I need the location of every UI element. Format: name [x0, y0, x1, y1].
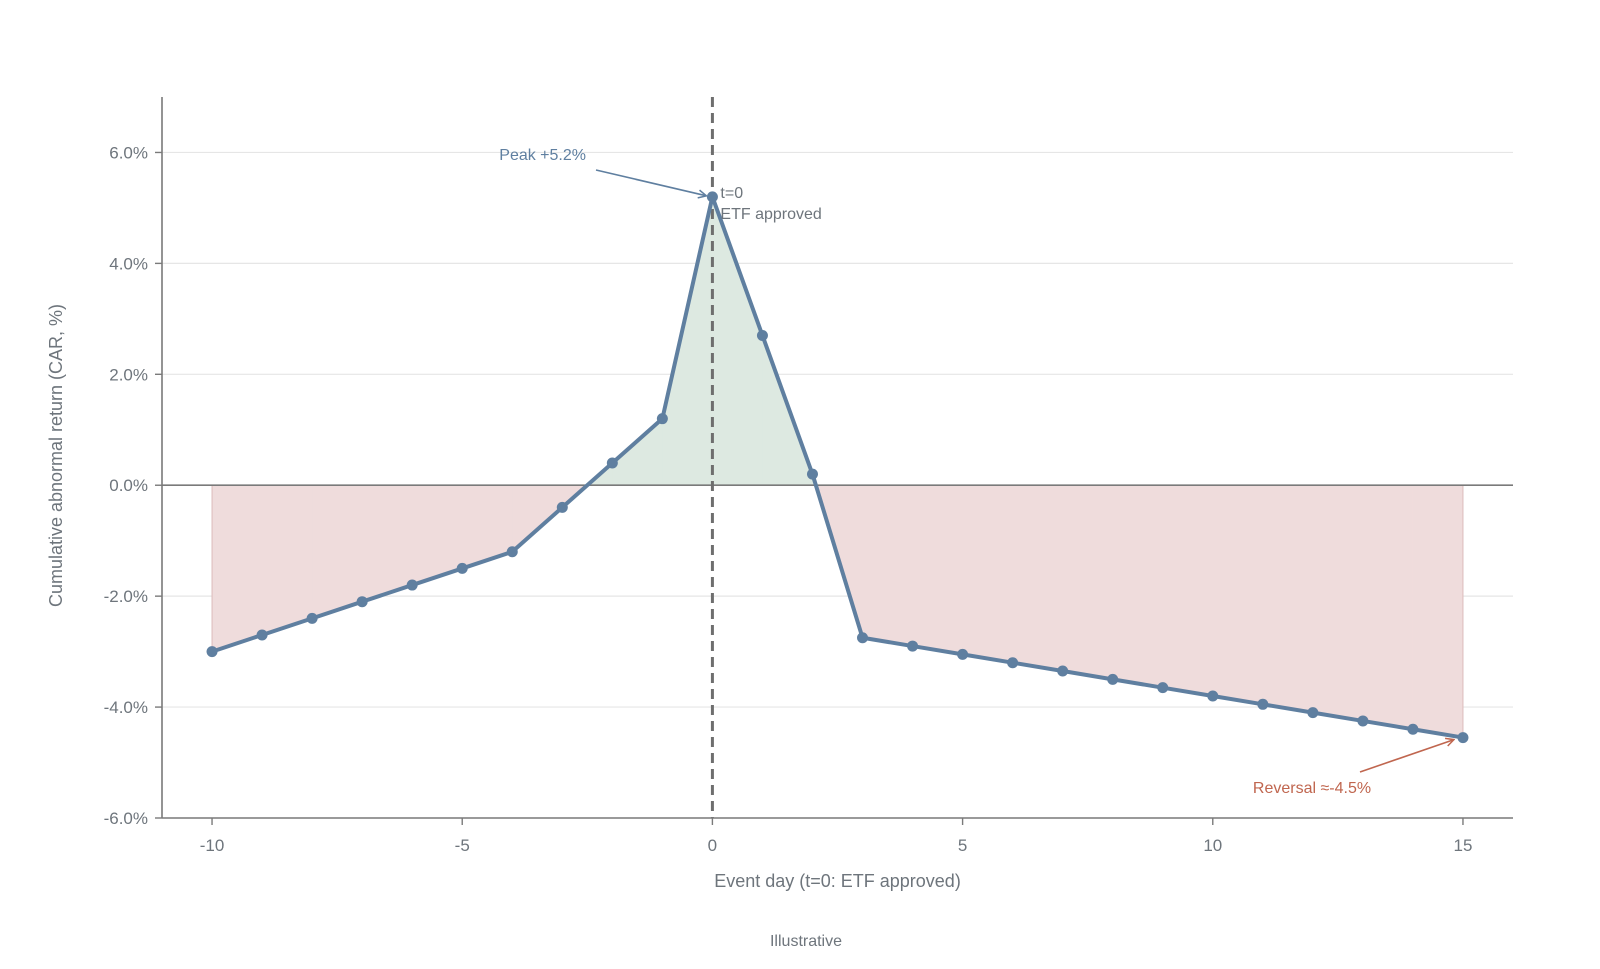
car-point — [306, 612, 318, 624]
y-tick-label: 0.0% — [109, 476, 148, 495]
reversal-arrow — [1359, 740, 1454, 773]
y-tick-label: -2.0% — [104, 587, 148, 606]
car-point — [1357, 715, 1369, 727]
negative-area — [511, 484, 563, 553]
car-point — [606, 457, 618, 469]
x-tick-label: -5 — [455, 836, 470, 855]
car-point — [356, 596, 368, 608]
negative-area — [1062, 484, 1113, 680]
peak-arrow — [595, 169, 706, 196]
annotations: t=0 ETF approved Peak +5.2% Reversal ≈-4… — [499, 147, 1454, 797]
x-tick-label: -10 — [200, 836, 225, 855]
negative-area — [1162, 484, 1214, 697]
x-tick-label: 0 — [708, 836, 717, 855]
area-fills — [211, 196, 1464, 738]
car-point — [756, 329, 768, 341]
negative-area — [1262, 484, 1314, 713]
negative-area — [912, 484, 963, 655]
car-point — [806, 468, 818, 480]
event-label-line1: t=0 — [720, 185, 743, 202]
y-tick-label: -6.0% — [104, 809, 148, 828]
car-point — [656, 413, 668, 425]
positive-area — [612, 418, 663, 486]
x-tick-label: 5 — [958, 836, 967, 855]
car-point — [1307, 707, 1319, 719]
negative-area — [261, 484, 313, 636]
negative-area — [1112, 484, 1164, 689]
y-tick-label: -4.0% — [104, 698, 148, 717]
negative-area — [1362, 484, 1414, 730]
car-point — [907, 640, 919, 652]
negative-area — [311, 484, 363, 619]
x-axis-title: Event day (t=0: ETF approved) — [714, 871, 961, 891]
negative-area — [962, 484, 1013, 664]
car-line — [210, 194, 1465, 740]
negative-area — [1412, 484, 1464, 738]
x-tick-label: 10 — [1203, 836, 1222, 855]
axes: -6.0% -4.0% -2.0% 0.0% 2.0% 4.0% 6.0% -10 -5 0 5 10… — [104, 97, 1513, 855]
negative-area — [1212, 484, 1264, 705]
peak-annotation: Peak +5.2% — [499, 147, 586, 164]
car-point — [1257, 698, 1269, 710]
car-point — [1207, 690, 1219, 702]
car-point — [256, 629, 268, 641]
event-label-line2: ETF approved — [720, 206, 821, 223]
car-point — [456, 562, 468, 574]
car-point — [1007, 657, 1019, 669]
x-tick-label: 15 — [1454, 836, 1473, 855]
negative-area — [1012, 484, 1063, 672]
negative-area — [361, 484, 413, 603]
positive-area — [662, 196, 713, 486]
car-point — [406, 579, 418, 591]
y-tick-label: 6.0% — [109, 143, 148, 162]
car-point — [556, 501, 568, 513]
positive-area — [712, 196, 763, 486]
car-point — [857, 632, 869, 644]
car-point — [506, 546, 518, 558]
y-tick-label: 2.0% — [109, 365, 148, 384]
car-point — [206, 646, 218, 658]
car-point — [1057, 665, 1069, 677]
car-point — [1457, 732, 1469, 744]
reversal-annotation: Reversal ≈-4.5% — [1253, 780, 1371, 797]
car-point — [1107, 673, 1119, 685]
y-tick-label: 4.0% — [109, 254, 148, 273]
car-point — [957, 648, 969, 660]
y-axis-title: Cumulative abnormal return (CAR, %) — [46, 304, 66, 607]
footnote: Illustrative — [770, 933, 842, 950]
car-point — [1157, 682, 1169, 694]
negative-area — [862, 484, 913, 647]
negative-area — [211, 484, 263, 653]
car-series — [206, 191, 1469, 744]
negative-area — [1312, 484, 1364, 722]
car-point — [706, 191, 718, 203]
car-point — [1407, 723, 1419, 735]
